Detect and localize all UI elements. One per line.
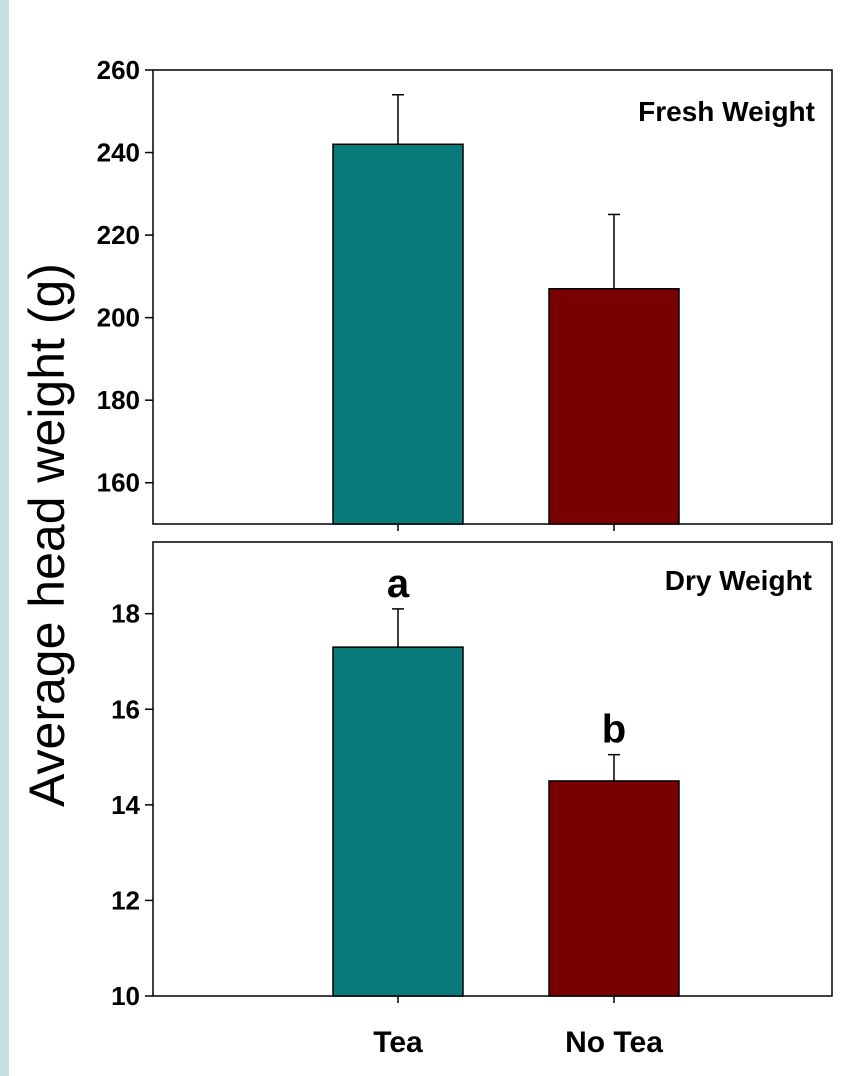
fresh-ytick-label: 220: [97, 220, 140, 250]
fresh-bar-no-tea: [548, 287, 680, 525]
dry-ytick-label: 18: [111, 599, 140, 629]
fresh-panel-frame: [152, 69, 833, 525]
category-label-no-tea: No Tea: [565, 1026, 663, 1059]
dry-ytick-label: 12: [111, 885, 140, 915]
dry-significance-label: b: [602, 708, 626, 752]
fresh-ytick-label: 180: [97, 385, 140, 415]
dry-ytick-label: 16: [111, 694, 140, 724]
dry-significance-label: a: [387, 562, 410, 606]
fresh-ytick-label: 200: [97, 303, 140, 333]
dry-ytick-label: 14: [111, 790, 140, 820]
dry-panel-title: Dry Weight: [665, 565, 812, 596]
dry-bar-tea: [332, 646, 464, 997]
fresh-ytick-label: 160: [97, 468, 140, 498]
fresh-ytick-label: 240: [97, 138, 140, 168]
fresh-ytick-label: 260: [97, 55, 140, 85]
fresh-panel-title: Fresh Weight: [638, 96, 815, 127]
category-label-tea: Tea: [373, 1026, 423, 1059]
y-axis-label: Average head weight (g): [19, 263, 75, 807]
dry-bar-no-tea: [548, 780, 680, 997]
dry-panel-frame: [152, 541, 833, 997]
dry-ytick-label: 10: [111, 981, 140, 1011]
fresh-bar-tea: [332, 143, 464, 525]
